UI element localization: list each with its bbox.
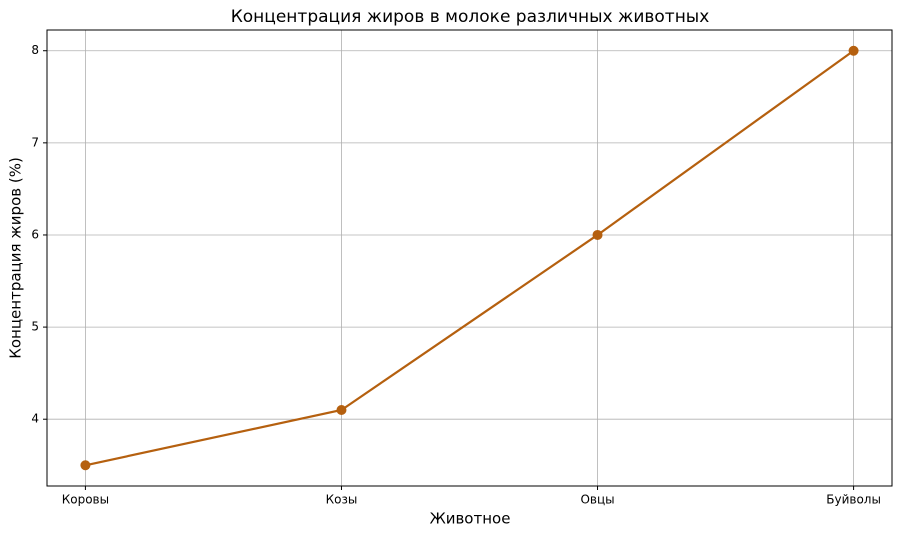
line	[85, 49, 855, 467]
x-axis-label: Животное	[430, 510, 511, 528]
y-tick-label: 5	[31, 320, 39, 334]
x-tick-label: Буйволы	[826, 493, 881, 507]
marker	[80, 460, 91, 471]
y-tick-label: 6	[31, 227, 39, 241]
y-axis-label: Концентрация жиров (%)	[7, 157, 25, 359]
marker	[592, 229, 603, 240]
marker	[848, 45, 859, 56]
plot-frame	[46, 29, 893, 487]
x-tick-label: Коровы	[62, 493, 109, 507]
marker	[336, 405, 347, 415]
y-tick-label: 7	[31, 135, 39, 149]
y-tick-label: 8	[31, 43, 39, 57]
y-tick-label: 4	[31, 412, 39, 426]
chart-title: Концентрация жиров в молоке различных жи…	[231, 7, 710, 27]
x-tick-label: Козы	[326, 493, 358, 507]
x-tick-label: Овцы	[580, 493, 614, 507]
